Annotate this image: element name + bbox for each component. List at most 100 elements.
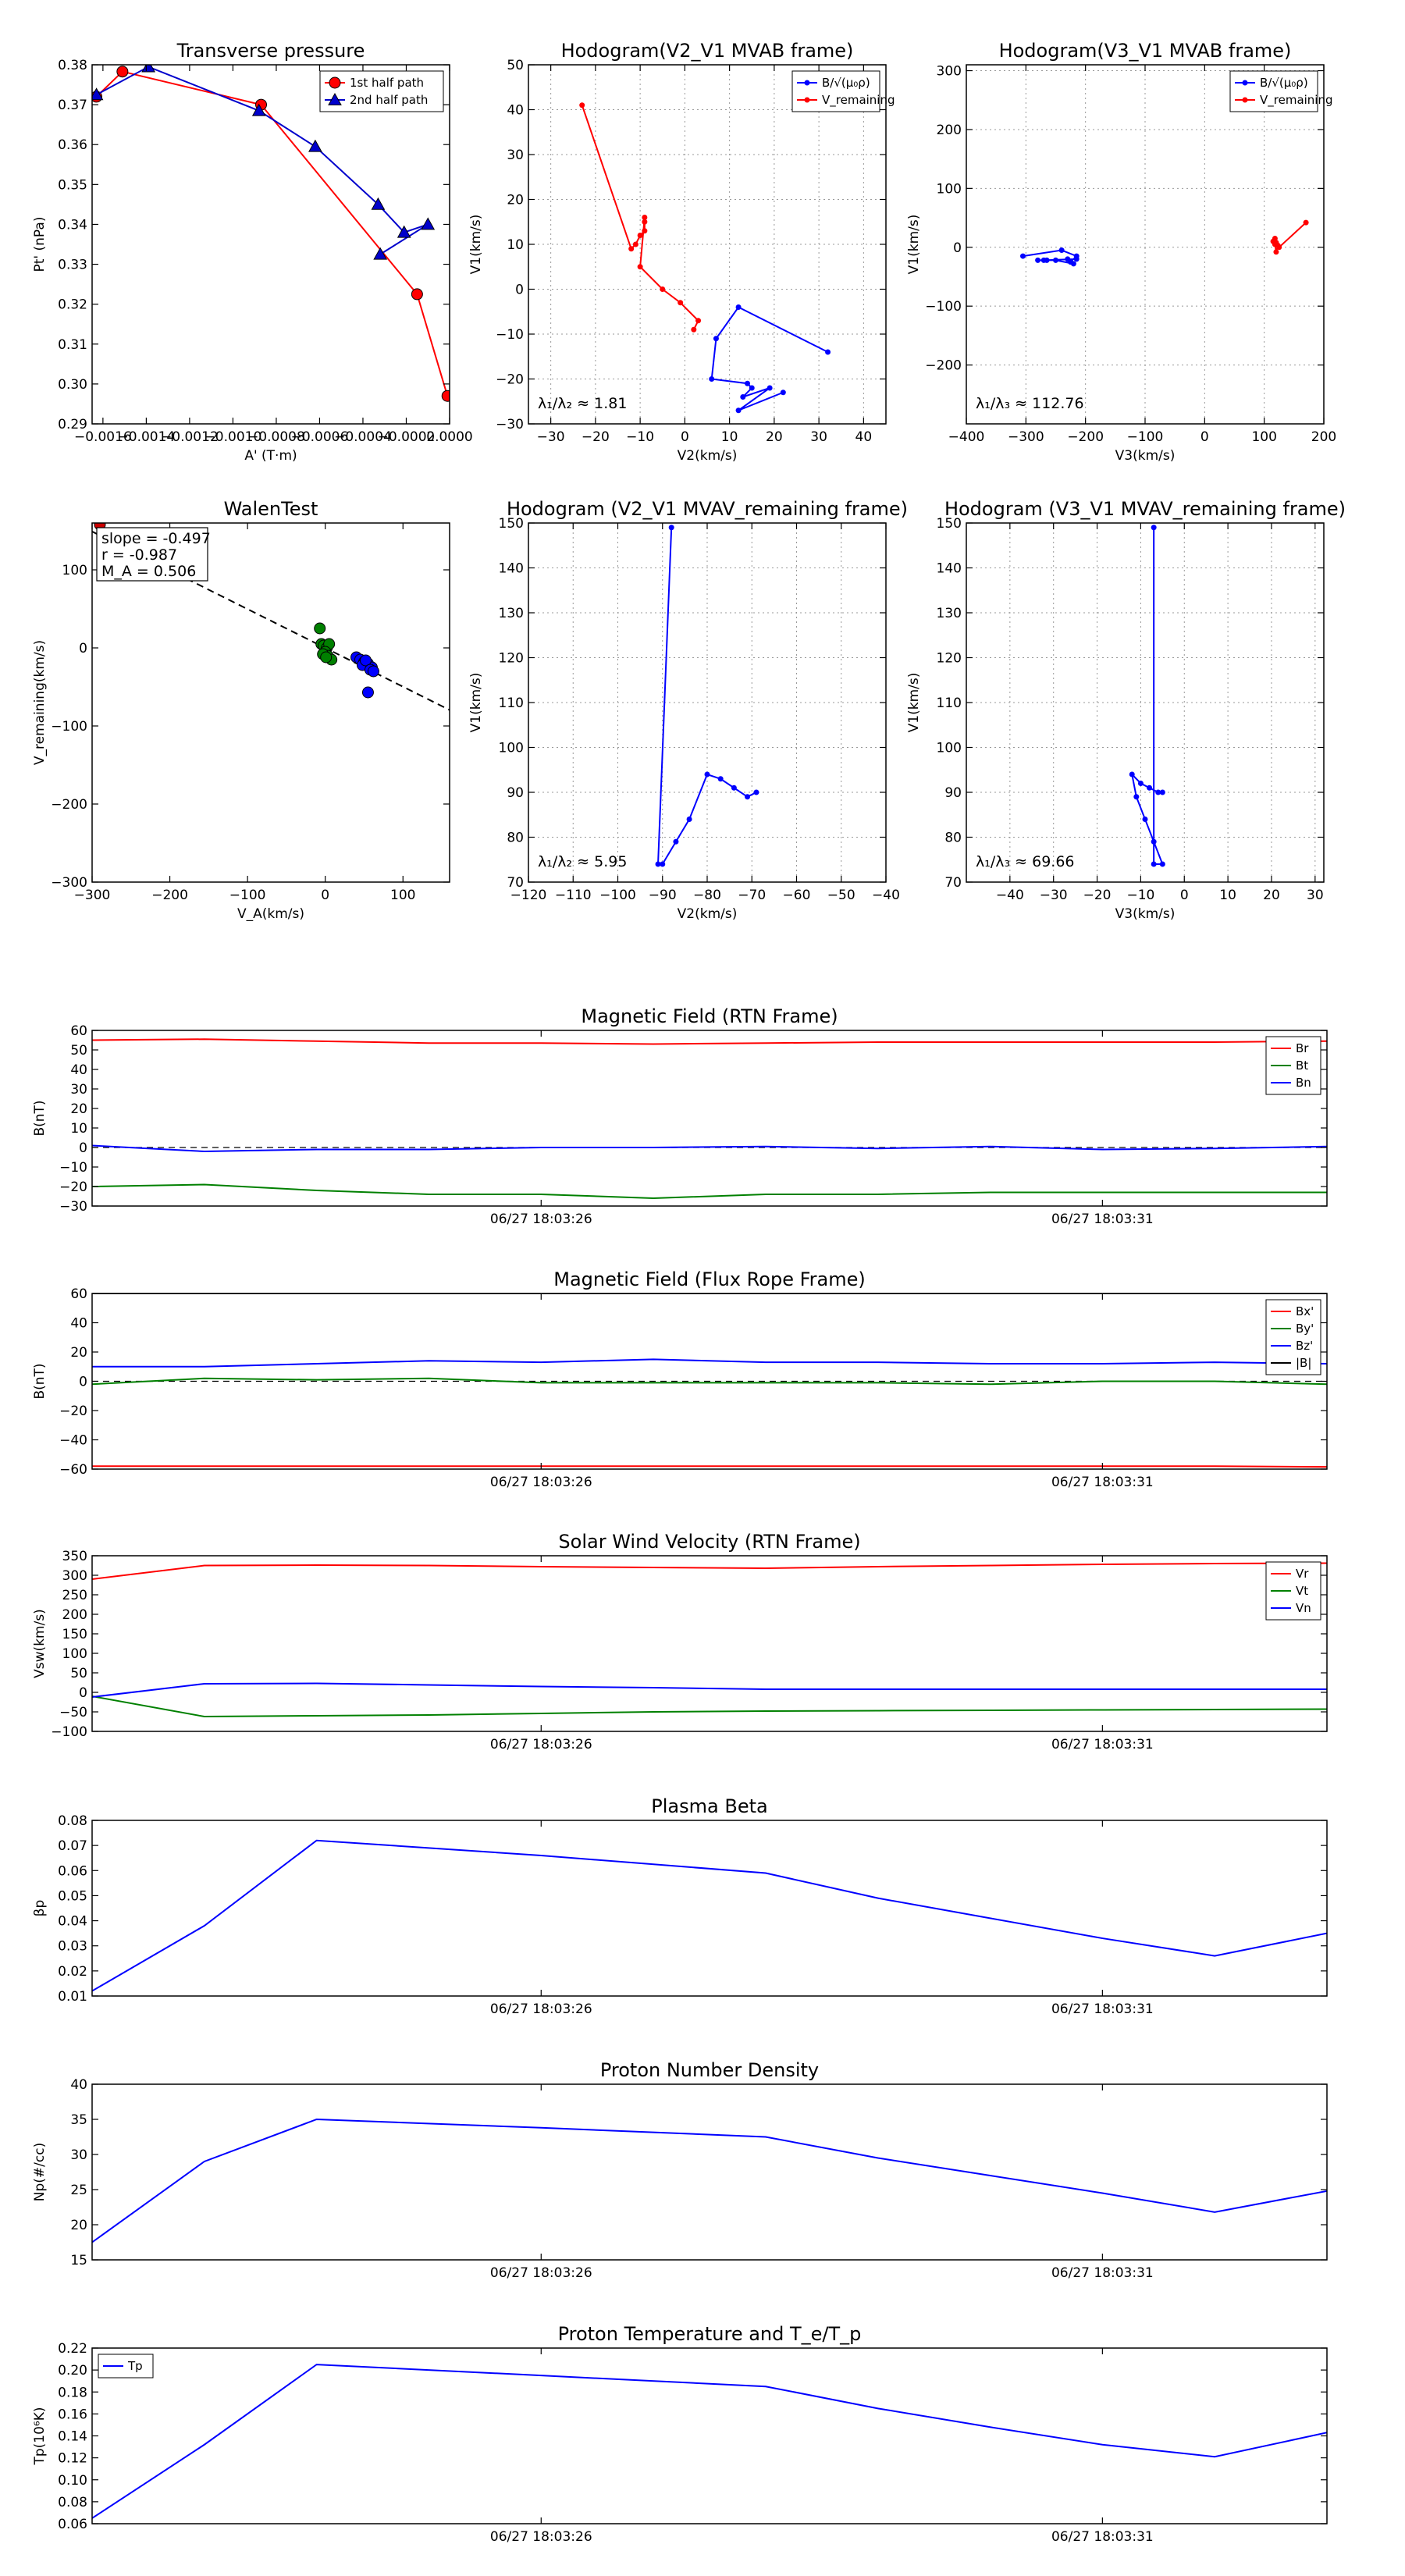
x-axis-label: V_A(km/s) xyxy=(237,906,304,922)
y-tick-label: 15 xyxy=(70,2253,87,2268)
x-tick-label: 06/27 18:03:26 xyxy=(490,1475,592,1490)
y-tick-label: 0.38 xyxy=(58,58,87,73)
y-tick-label: 0 xyxy=(79,641,87,656)
y-tick-label: 0.08 xyxy=(58,2495,87,2510)
series-line-Tp xyxy=(92,2364,1327,2519)
data-point xyxy=(1273,240,1279,246)
y-tick-label: 0.10 xyxy=(58,2473,87,2489)
data-point xyxy=(1151,525,1157,531)
plot-frame xyxy=(91,1030,1328,1207)
chart-h4: −40 −30 −20 −10 0 10 20 30 70 80 90 100 110 120 130 140… xyxy=(906,498,1346,922)
y-tick-label: −20 xyxy=(59,1179,87,1195)
y-axis-label: V_remaining(km/s) xyxy=(32,640,48,765)
y-tick-label: 0.31 xyxy=(58,337,87,353)
x-tick-label: 20 xyxy=(766,429,783,445)
series-Bt xyxy=(92,1183,1327,1200)
plot-frame xyxy=(91,522,450,883)
stats-line: M_A = 0.506 xyxy=(101,563,196,580)
x-tick-label: −0.0008 xyxy=(247,429,305,445)
y-tick-label: −30 xyxy=(59,1199,87,1215)
y-tick-label: 0.16 xyxy=(58,2407,87,2422)
legend-label: V_remaining xyxy=(822,93,895,108)
data-point xyxy=(441,390,450,402)
y-tick-label: 20 xyxy=(70,2218,87,2233)
y-tick-label: 200 xyxy=(937,123,962,138)
x-tick-label: 06/27 18:03:26 xyxy=(490,1212,592,1227)
y-tick-label: 30 xyxy=(70,2147,87,2163)
legend-label: By' xyxy=(1296,1322,1314,1336)
chart-title: WalenTest xyxy=(224,498,318,520)
series-line-Vr xyxy=(92,1562,1327,1580)
legend-label: Bn xyxy=(1296,1076,1311,1090)
data-point xyxy=(1147,785,1153,791)
data-point xyxy=(717,776,724,782)
x-tick-label: −100 xyxy=(599,888,636,903)
x-tick-label: −110 xyxy=(555,888,592,903)
fit-line xyxy=(92,531,450,711)
y-axis-label: V1(km/s) xyxy=(468,673,484,733)
y-tick-label: 30 xyxy=(507,148,524,163)
y-tick-label: 0.06 xyxy=(58,1863,87,1879)
legend-label: 1st half path xyxy=(350,76,424,90)
series-Np xyxy=(92,2118,1327,2243)
x-tick-label: −10 xyxy=(1126,888,1154,903)
legend-label: 2nd half path xyxy=(350,93,428,107)
data-point xyxy=(637,233,643,238)
series-beta xyxy=(92,1839,1327,1992)
data-point xyxy=(628,246,635,252)
data-point xyxy=(251,103,266,116)
x-tick-label: 10 xyxy=(721,429,738,445)
data-point xyxy=(642,228,648,234)
x-tick-label: −40 xyxy=(996,888,1024,903)
y-tick-label: 50 xyxy=(70,1043,87,1059)
legend-label: Vn xyxy=(1296,1601,1311,1615)
series-line-Bn xyxy=(92,1144,1327,1153)
data-point xyxy=(141,65,156,73)
data-point xyxy=(1070,261,1076,267)
y-tick-label: −60 xyxy=(59,1462,87,1478)
data-point xyxy=(116,66,129,78)
chart-h2: −400 −300 −200 −100 0 100 200 −200 −100 0 100 200 30… xyxy=(906,40,1336,464)
y-tick-label: 20 xyxy=(70,1345,87,1361)
data-point xyxy=(367,665,379,678)
chart-title: Proton Number Density xyxy=(600,2059,819,2081)
data-point xyxy=(642,215,648,220)
x-tick-label: 200 xyxy=(1311,429,1336,445)
y-axis-label: Np(#/cc) xyxy=(32,2143,48,2201)
y-tick-label: 100 xyxy=(937,181,962,197)
x-tick-label: −30 xyxy=(537,429,565,445)
legend-label: Vr xyxy=(1296,1567,1309,1581)
data-point xyxy=(314,622,326,635)
x-axis-label: V3(km/s) xyxy=(1115,906,1176,922)
y-tick-label: 60 xyxy=(70,1023,87,1039)
data-point xyxy=(655,861,661,867)
x-tick-label: −0.0010 xyxy=(205,429,262,445)
x-tick-label: 20 xyxy=(1263,888,1280,903)
x-axis-label: V2(km/s) xyxy=(678,906,738,922)
x-tick-label: −60 xyxy=(783,888,811,903)
y-tick-label: 80 xyxy=(944,831,962,846)
x-tick-label: −70 xyxy=(738,888,766,903)
y-tick-label: 10 xyxy=(507,237,524,253)
y-tick-label: 0.05 xyxy=(58,1888,87,1904)
legend-label: V_remaining xyxy=(1260,93,1333,108)
y-tick-label: 130 xyxy=(499,606,524,621)
legend-label: Tp xyxy=(127,2359,143,2373)
x-tick-label: 0 xyxy=(681,429,689,445)
y-tick-label: 140 xyxy=(499,561,524,577)
y-tick-label: 70 xyxy=(507,875,524,891)
plot-frame xyxy=(91,1555,1328,1732)
series-Vt xyxy=(92,1695,1327,1718)
y-tick-label: 0.22 xyxy=(58,2341,87,2357)
y-tick-label: −100 xyxy=(925,299,962,315)
data-point xyxy=(1035,257,1041,263)
series-2nd half path xyxy=(92,65,436,260)
y-tick-label: 0.34 xyxy=(58,217,87,233)
data-point xyxy=(1129,771,1135,777)
series-1st half path xyxy=(92,66,450,402)
y-tick-label: 40 xyxy=(70,1316,87,1332)
y-tick-label: 0.29 xyxy=(58,417,87,432)
y-tick-label: 0.35 xyxy=(58,177,87,193)
chart-title: Plasma Beta xyxy=(651,1795,767,1817)
data-point xyxy=(1137,781,1144,786)
